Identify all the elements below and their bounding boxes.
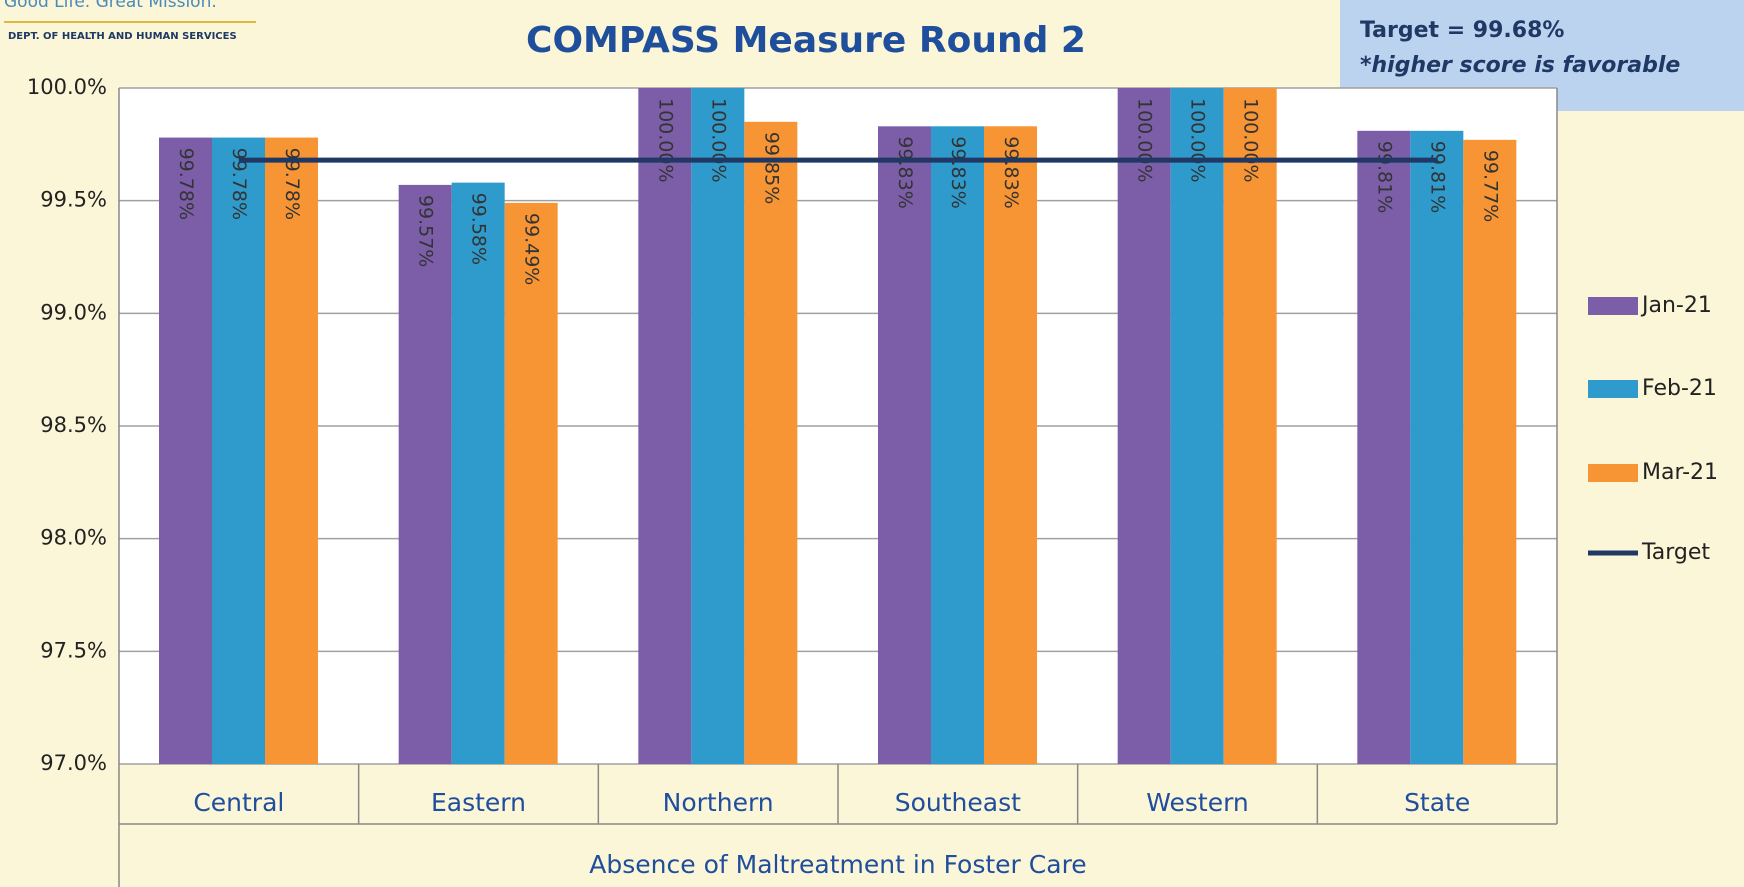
value-label: 100.00% [654,98,676,183]
bar [744,121,798,765]
value-label: 100.00% [1134,98,1156,183]
bar [504,202,558,765]
value-label: 99.83% [1000,136,1022,208]
legend-label: Mar-21 [1642,460,1718,485]
value-label: 99.83% [894,136,916,208]
value-label: 99.78% [281,148,303,220]
y-tick-label: 100.0% [27,75,107,99]
x-tick-label: Southeast [895,788,1021,817]
value-label: 100.00% [707,98,729,183]
bar [1170,88,1224,764]
x-axis-label: Absence of Maltreatment in Foster Care [589,850,1086,879]
bar [878,126,931,765]
legend-swatch [1588,297,1638,315]
bar [159,137,212,764]
y-tick-label: 98.0% [40,526,107,550]
x-tick-label: Northern [663,788,774,817]
bar [1410,130,1464,764]
value-label: 99.83% [947,136,969,208]
legend-swatch [1588,380,1638,398]
y-tick-label: 97.5% [40,638,107,662]
bar [212,137,265,764]
y-tick-label: 97.0% [40,751,107,775]
bar [931,126,984,765]
legend-swatch [1588,464,1638,482]
x-tick-label: Western [1146,788,1249,817]
annotation: *higher score is favorable [1360,53,1680,78]
bar [265,137,318,764]
tagline: Good Life. Great Mission. [4,0,217,12]
value-label: 100.00% [1187,98,1209,183]
x-tick-label: Central [193,788,284,817]
bar [1357,130,1411,764]
value-label: 99.85% [760,132,782,204]
value-label: 99.57% [415,195,437,267]
bar [1463,139,1517,764]
value-label: 99.77% [1479,150,1501,222]
legend-label: Feb-21 [1642,376,1717,401]
bar [398,184,452,765]
bar [451,182,505,764]
value-label: 99.81% [1373,141,1395,213]
bar [638,88,692,764]
bar [1223,88,1277,764]
bar [1117,88,1171,764]
value-label: 99.78% [175,148,197,220]
bar [984,126,1037,765]
chart-title: COMPASS Measure Round 2 [526,20,1086,61]
value-label: 99.49% [521,213,543,285]
value-label: 99.81% [1426,141,1448,213]
bar [691,88,745,764]
legend-label: Jan-21 [1640,293,1712,318]
x-tick-label: State [1404,788,1470,817]
y-tick-label: 99.5% [40,188,107,212]
y-tick-label: 99.0% [40,300,107,324]
department: DEPT. OF HEALTH AND HUMAN SERVICES [8,31,237,42]
value-label: 99.58% [468,193,490,265]
y-tick-label: 98.5% [40,413,107,437]
legend-label: Target [1641,540,1710,565]
value-label: 100.00% [1240,98,1262,183]
x-tick-label: Eastern [431,788,526,817]
value-label: 99.78% [228,148,250,220]
annotation: Target = 99.68% [1360,18,1564,43]
